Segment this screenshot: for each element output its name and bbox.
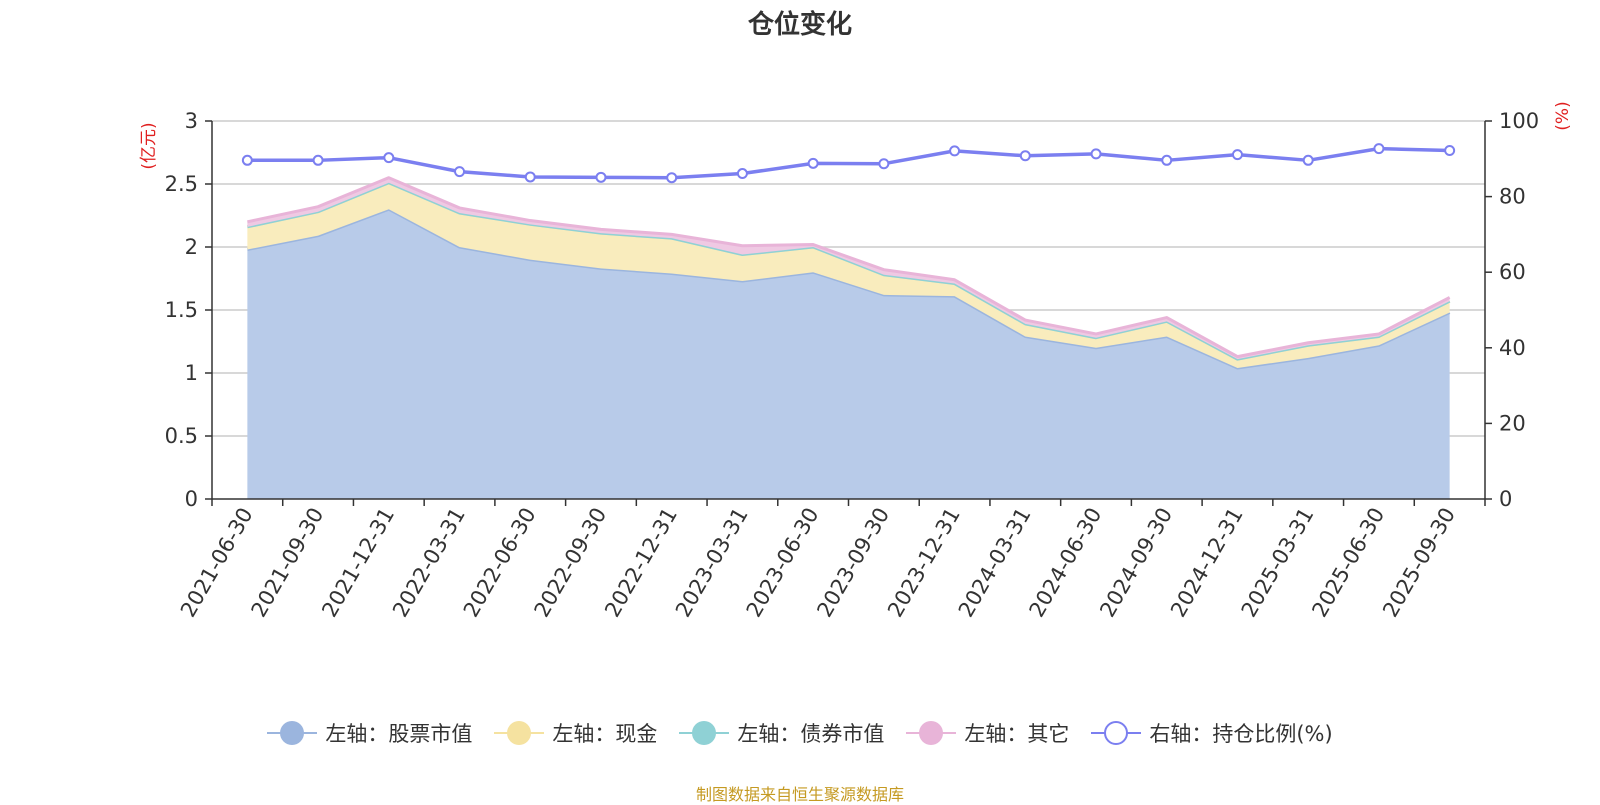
left-tick-label: 2 [185,235,198,259]
right-tick-label: 60 [1499,260,1526,284]
chart-area: 00.511.522.530204060801002021-06-302021-… [139,101,1573,622]
right-tick-label: 80 [1499,185,1526,209]
left-tick-label: 1 [185,361,198,385]
x-tick-label: 2024-03-31 [954,504,1036,622]
ratio-point [1019,150,1031,162]
ratio-line [241,143,1456,184]
x-tick-label: 2022-06-30 [459,504,541,622]
x-tick-label: 2022-09-30 [529,504,611,622]
ratio-point [878,158,890,170]
legend-label: 左轴：股票市值 [325,722,473,746]
x-tick-label: 2021-12-31 [317,504,399,622]
right-axis-unit-label: (%) [1553,101,1573,130]
legend-marker-icon [494,721,545,745]
right-tick-label: 20 [1499,411,1526,435]
ratio-point [1231,149,1243,161]
legend: 左轴：股票市值 左轴：现金 左轴：债券市值 左轴：其它 右轴：持仓比例(%) [0,718,1600,748]
legend-item[interactable]: 右轴：持仓比例(%) [1091,718,1333,748]
area-series-1 [247,182,1450,368]
ratio-point [807,157,819,169]
data-source-note: 制图数据来自恒生聚源数据库 [695,785,904,804]
x-tick-label: 2022-12-31 [600,504,682,622]
x-tick-label: 2023-03-31 [671,504,753,622]
legend-item[interactable]: 左轴：股票市值 [267,718,472,748]
right-tick-label: 0 [1499,487,1512,511]
ratio-point [1373,143,1385,155]
legend-label: 右轴：持仓比例(%) [1149,722,1333,746]
x-tick-label: 2022-03-31 [388,504,470,622]
ratio-line-path [247,146,1450,180]
legend-item[interactable]: 左轴：现金 [494,718,657,748]
legend-item[interactable]: 左轴：其它 [906,718,1069,748]
ratio-point [241,154,253,166]
x-tick-label: 2025-03-31 [1237,504,1319,622]
x-tick-label: 2023-12-31 [883,503,965,621]
left-tick-label: 3 [185,109,198,133]
legend-marker-icon [1091,721,1142,745]
left-tick-label: 0 [185,487,198,511]
ratio-point [736,168,748,180]
ratio-point [1444,144,1456,156]
left-tick-label: 0.5 [165,424,198,448]
ratio-point [524,171,536,183]
legend-label: 左轴：现金 [552,722,658,746]
x-tick-label: 2025-09-30 [1378,504,1460,622]
x-tick-label: 2023-09-30 [812,504,894,622]
chart-title: 仓位变化 [747,10,852,40]
ratio-point [1302,154,1314,166]
x-tick-label: 2021-06-30 [176,504,258,622]
x-tick-label: 2024-06-30 [1025,504,1107,622]
x-tick-label: 2021-09-30 [247,504,329,622]
left-tick-label: 2.5 [165,172,198,196]
x-tick-label: 2025-06-30 [1307,504,1389,622]
legend-marker-icon [679,721,730,745]
ratio-point [666,172,678,184]
x-tick-label: 2024-09-30 [1095,504,1177,622]
ratio-point [1161,154,1173,166]
x-tick-label: 2023-06-30 [742,504,824,622]
x-tick-label: 2024-12-31 [1166,504,1248,622]
left-axis-unit-label: (亿元) [139,122,159,169]
ratio-point [454,166,466,178]
ratio-point [595,171,607,183]
area-series-0 [247,209,1450,499]
legend-marker-icon [267,721,318,745]
ratio-point [949,145,961,157]
ratio-point [383,152,395,164]
ratio-point [312,154,324,166]
legend-label: 左轴：债券市值 [737,722,885,746]
legend-item[interactable]: 左轴：债券市值 [679,718,884,748]
area-line-series-3 [247,176,1451,359]
right-tick-label: 100 [1499,109,1539,133]
ratio-point [1090,148,1102,160]
stacked-areas [247,176,1451,499]
legend-label: 左轴：其它 [964,722,1070,746]
left-tick-label: 1.5 [165,298,198,322]
legend-marker-icon [906,721,957,745]
right-tick-label: 40 [1499,336,1526,360]
